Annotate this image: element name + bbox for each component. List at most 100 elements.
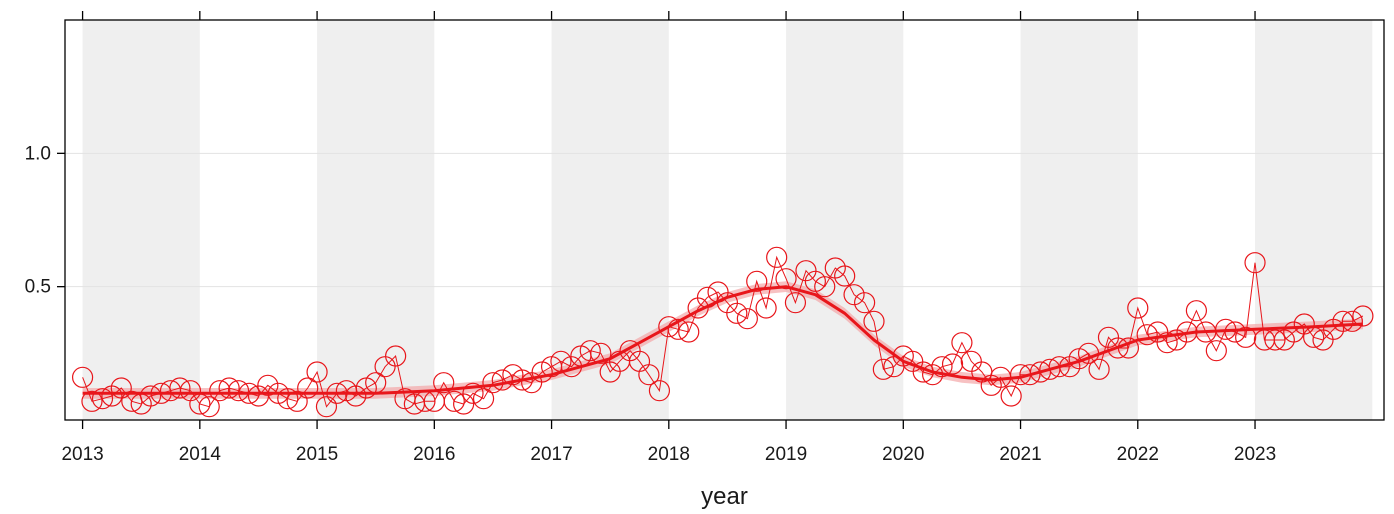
year-bands [82, 20, 1373, 420]
data-point [81, 390, 103, 412]
data-point [843, 284, 865, 306]
data-point [110, 377, 132, 399]
data-point [1107, 337, 1129, 359]
year-band-2019 [786, 20, 904, 420]
data-point [678, 321, 700, 343]
data-point [1264, 329, 1286, 351]
data-point [306, 361, 328, 383]
data-point [326, 382, 348, 404]
data-point [482, 372, 504, 394]
data-point [1215, 318, 1237, 340]
data-point [784, 292, 807, 314]
data-point [169, 377, 191, 399]
data-point [1048, 356, 1070, 378]
data-point [218, 377, 240, 399]
data-point [648, 380, 671, 402]
data-point [315, 396, 338, 418]
data-point [755, 297, 777, 319]
data-point [1165, 329, 1188, 351]
data-point [814, 276, 836, 298]
data-point [91, 388, 114, 410]
data-point [443, 390, 465, 412]
year-band-2013 [82, 20, 200, 420]
data-point [286, 390, 308, 412]
data-point [365, 372, 387, 394]
observation-line [82, 255, 1364, 408]
x-axis: 2013 2014 2015 2016 2017 2018 2019 2020 2021 2022… [61, 11, 1276, 465]
trend-ci-band [82, 281, 1363, 399]
data-point [1088, 358, 1110, 380]
data-point [872, 358, 894, 380]
observation-series-line [82, 255, 1364, 408]
data-point [590, 342, 612, 364]
data-point [198, 396, 220, 418]
data-point [297, 377, 319, 399]
data-point [257, 374, 279, 396]
data-point [238, 382, 260, 404]
data-point [736, 308, 758, 330]
data-point [1235, 326, 1257, 348]
data-point [1117, 337, 1140, 359]
x-tick-label: 2019 [765, 444, 807, 465]
data-point [209, 380, 231, 402]
x-tick-label: 2023 [1234, 444, 1276, 465]
data-point [139, 385, 162, 407]
data-point [941, 353, 964, 375]
data-point [1341, 310, 1363, 332]
x-tick-label: 2014 [179, 444, 222, 465]
data-point [1303, 326, 1325, 348]
data-point [579, 340, 601, 362]
data-point [227, 380, 250, 402]
x-tick-label: 2021 [999, 444, 1041, 465]
data-point [1332, 310, 1354, 332]
data-point [1244, 252, 1266, 274]
data-point [345, 385, 367, 407]
data-point [1283, 321, 1305, 343]
x-tick-label: 2016 [413, 444, 455, 465]
observation-points [71, 246, 1374, 418]
data-point [71, 366, 94, 388]
data-point [1000, 385, 1022, 407]
data-point [667, 318, 689, 340]
year-band-2023 [1255, 20, 1373, 420]
x-axis-title: year [701, 483, 748, 510]
data-point [462, 382, 484, 404]
x-tick-label: 2013 [61, 444, 103, 465]
data-point [638, 364, 660, 386]
data-point [1156, 332, 1178, 354]
data-point [1176, 321, 1198, 343]
y-axis: 0.5 1.0 [25, 143, 65, 298]
data-point [189, 393, 211, 415]
data-point [1205, 340, 1227, 362]
data-point [834, 265, 856, 287]
data-point [1019, 364, 1041, 386]
data-point [1136, 324, 1158, 346]
data-point [277, 388, 299, 410]
x-tick-label: 2018 [648, 444, 690, 465]
data-point [863, 310, 885, 332]
x-tick-label: 2017 [530, 444, 572, 465]
y-tick-label: 1.0 [25, 143, 51, 164]
data-point [511, 369, 533, 391]
data-point [1127, 297, 1149, 319]
data-point [1077, 342, 1100, 364]
y-tick-label: 0.5 [25, 277, 51, 298]
data-point [472, 388, 495, 410]
trend-confidence-band [82, 281, 1363, 399]
data-point [385, 345, 407, 367]
data-point [414, 390, 436, 412]
data-point [550, 350, 572, 372]
data-point [746, 270, 768, 292]
gridlines [65, 152, 1384, 288]
data-point [433, 372, 455, 394]
x-tick-label: 2015 [296, 444, 338, 465]
data-point [1224, 321, 1246, 343]
data-point [951, 332, 973, 354]
data-point [658, 316, 680, 338]
data-point [931, 356, 953, 378]
plot-frame [64, 19, 1385, 421]
year-band-2021 [1020, 20, 1138, 420]
x-tick-label: 2020 [882, 444, 924, 465]
data-point [726, 302, 748, 324]
